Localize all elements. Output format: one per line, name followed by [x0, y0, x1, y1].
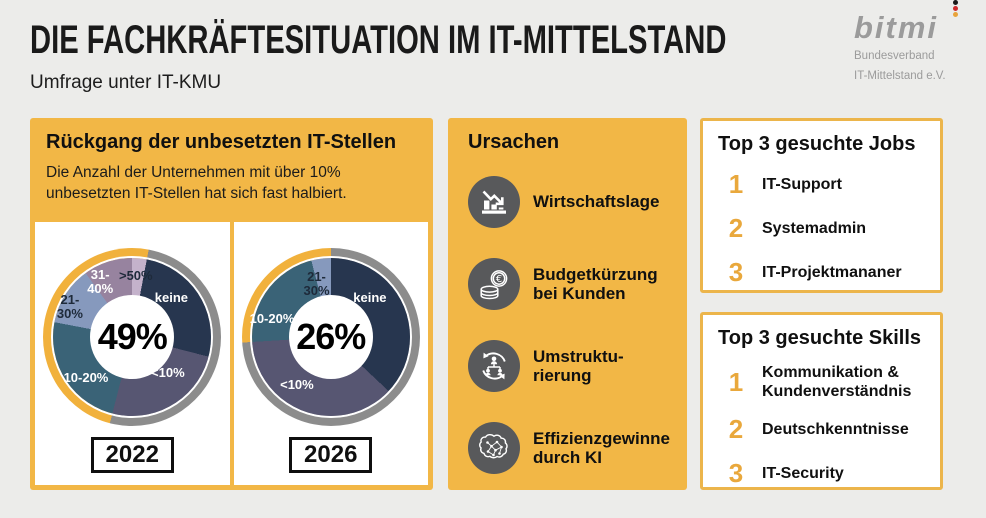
list-item: 3 IT-Projektmananer	[703, 257, 940, 288]
decline-panel-description: Die Anzahl der Unternehmen mit über 10% …	[46, 164, 347, 202]
year-label-2022: 2022	[90, 437, 174, 473]
donut-center-value: 26%	[296, 316, 366, 357]
panel-causes: Ursachen Wirtschaftslage	[448, 118, 687, 490]
cause-label: Effizienzgewinne durch KI	[533, 428, 670, 467]
skill-label: IT-Security	[762, 465, 844, 483]
rank-number: 3	[728, 257, 744, 287]
bitmi-logo: bitmi Bundesverband IT-Mittelstand e.V.	[854, 0, 972, 84]
donut-center-2022: 49%	[90, 295, 175, 379]
donut-center-2026: 26%	[288, 295, 373, 379]
donut-card-2026: 26% keine <10% 10-20% 21- 30% 2026	[233, 222, 428, 485]
donut-card-2022: 49% >50% keine <10% 10-20% 21- 30% 31- 40% 20…	[35, 222, 230, 485]
panel-top3-skills: Top 3 gesuchte Skills 1 Kommunikation & …	[700, 312, 943, 490]
skill-label: Deutschkenntnisse	[762, 421, 909, 439]
list-item: 2 Systemadmin	[703, 213, 940, 244]
year-label-2026: 2026	[289, 437, 373, 473]
rank-number: 3	[728, 458, 744, 489]
restructuring-icon	[468, 340, 520, 392]
skill-label: Kommunikation & Kundenverständnis	[762, 364, 912, 401]
german-flag-dots-icon	[953, 0, 958, 17]
cause-label: Budgetkürzung bei Kunden	[533, 264, 658, 303]
donut-cards: 49% >50% keine <10% 10-20% 21- 30% 31- 40% 20…	[35, 222, 428, 485]
logo-subline-2: IT-Mittelstand e.V.	[854, 70, 946, 83]
page-subtitle: Umfrage unter IT-KMU	[30, 72, 222, 93]
decline-panel-title: Rückgang der unbesetzten IT-Stellen	[46, 131, 397, 153]
job-label: Systemadmin	[762, 219, 867, 237]
causes-title: Ursachen	[468, 131, 560, 153]
euro-coins-icon: €	[468, 258, 520, 310]
top3-jobs-list: 1 IT-Support 2 Systemadmin 3 IT-Projektm…	[703, 169, 940, 288]
cause-item-ai-efficiency: Effizienzgewinne durch KI	[448, 422, 687, 474]
list-item: 1 IT-Support	[703, 169, 940, 200]
list-item: 3 IT-Security	[703, 458, 940, 489]
list-item: 1 Kommunikation & Kundenverständnis	[703, 363, 940, 401]
top3-jobs-title: Top 3 gesuchte Jobs	[718, 133, 916, 155]
rank-number: 2	[728, 414, 744, 445]
bitmi-logo-text: bitmi	[854, 10, 939, 45]
rank-number: 2	[728, 213, 744, 243]
donut-chart-2022: 49% >50% keine <10% 10-20% 21- 30% 31- 40%	[43, 248, 222, 426]
cause-item-budget-cuts: € Budgetkürzung bei Kunden	[448, 258, 687, 310]
job-label: IT-Support	[762, 175, 842, 193]
page-title: DIE FACHKRÄFTESITUATION IM IT-MITTELSTAN…	[30, 18, 727, 62]
ai-brain-icon	[468, 422, 520, 474]
cause-item-economy: Wirtschaftslage	[448, 176, 687, 228]
logo-subline-1: Bundesverband	[854, 50, 935, 62]
cause-label: Umstruktu- rierung	[533, 346, 624, 385]
donut-center-value: 49%	[97, 316, 168, 357]
svg-text:€: €	[496, 274, 502, 285]
top3-skills-list: 1 Kommunikation & Kundenverständnis 2 De…	[703, 363, 940, 489]
panel-decline-unfilled-positions: Rückgang der unbesetzten IT-Stellen Die …	[30, 118, 433, 490]
donut-chart-2026: 26% keine <10% 10-20% 21- 30%	[241, 248, 420, 426]
cause-label: Wirtschaftslage	[533, 192, 660, 212]
rank-number: 1	[728, 366, 744, 397]
declining-chart-icon	[468, 176, 520, 228]
bitmi-logo-wordmark: bitmi	[854, 0, 972, 45]
job-label: IT-Projektmananer	[762, 263, 902, 281]
header: DIE FACHKRÄFTESITUATION IM IT-MITTELSTAN…	[30, 0, 986, 110]
cause-item-restructuring: Umstruktu- rierung	[448, 340, 687, 392]
panel-top3-jobs: Top 3 gesuchte Jobs 1 IT-Support 2 Syste…	[700, 118, 943, 293]
top3-skills-title: Top 3 gesuchte Skills	[718, 327, 922, 349]
list-item: 2 Deutschkenntnisse	[703, 414, 940, 445]
rank-number: 1	[728, 169, 744, 199]
